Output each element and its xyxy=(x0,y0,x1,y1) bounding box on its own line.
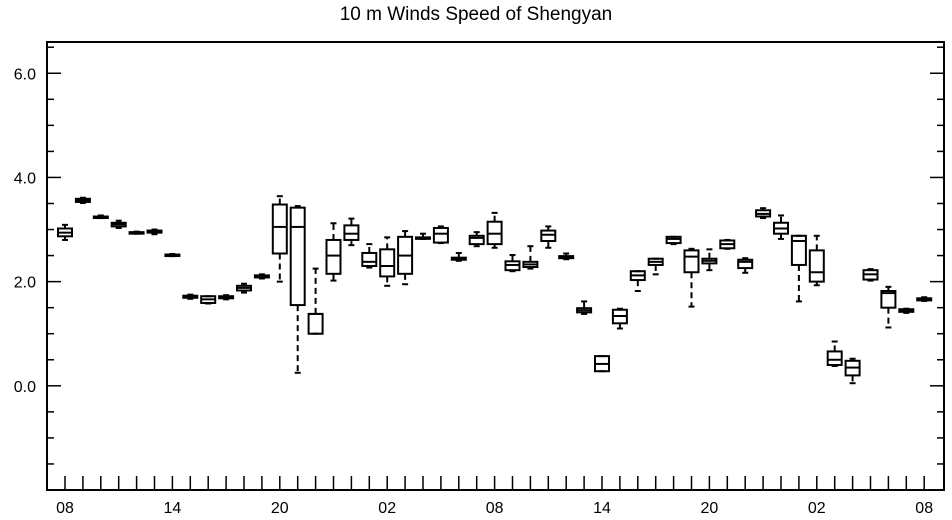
box-item xyxy=(737,257,754,274)
box-item xyxy=(683,247,700,308)
box-item xyxy=(253,273,270,280)
box-item xyxy=(271,195,288,283)
x-tick-label: 14 xyxy=(593,500,611,517)
x-tick-label: 08 xyxy=(486,500,504,517)
box-iqr xyxy=(361,251,378,268)
box-iqr xyxy=(468,234,485,246)
box-item xyxy=(379,236,396,287)
box-item xyxy=(808,234,825,287)
box-iqr xyxy=(540,229,557,242)
box-item xyxy=(343,217,360,247)
box-item xyxy=(755,207,772,220)
box-item xyxy=(522,245,539,270)
box-item xyxy=(862,268,879,282)
box-item xyxy=(540,225,557,249)
box-item xyxy=(182,293,199,300)
box-item xyxy=(57,223,73,241)
box-iqr xyxy=(307,312,324,335)
x-tick-label: 02 xyxy=(378,500,396,517)
box-item xyxy=(790,234,807,303)
box-iqr xyxy=(737,258,754,270)
box-item xyxy=(74,196,91,204)
box-item xyxy=(110,219,127,229)
x-tick-label: 20 xyxy=(701,500,719,517)
box-item xyxy=(486,211,503,249)
x-tick-label: 14 xyxy=(164,500,182,517)
box-iqr xyxy=(826,350,843,366)
x-tick-label: 08 xyxy=(56,500,74,517)
box-item xyxy=(773,214,789,240)
box-item xyxy=(504,254,521,273)
box-iqr xyxy=(325,238,342,275)
box-item xyxy=(558,252,575,261)
box-item xyxy=(468,231,485,248)
box-item xyxy=(629,270,646,293)
box-item xyxy=(701,248,718,272)
x-tick-label: 20 xyxy=(271,500,289,517)
box-item xyxy=(647,257,664,276)
y-tick-label: 4.0 xyxy=(14,170,36,187)
box-layer xyxy=(57,195,933,385)
box-iqr xyxy=(343,224,360,241)
y-tick-label: 2.0 xyxy=(14,275,36,292)
plot-frame xyxy=(46,41,945,491)
box-item xyxy=(665,235,682,246)
x-tick-label: 02 xyxy=(808,500,826,517)
box-item xyxy=(880,285,897,329)
box-item xyxy=(844,357,861,385)
box-item xyxy=(415,232,431,240)
box-item xyxy=(128,230,145,235)
box-item xyxy=(200,295,217,305)
box-iqr xyxy=(880,290,897,309)
box-item xyxy=(719,238,736,250)
box-iqr xyxy=(790,234,807,266)
box-item xyxy=(325,222,342,282)
chart-title: 10 m Winds Speed of Shengyan xyxy=(339,4,613,25)
box-item xyxy=(576,300,593,315)
box-item xyxy=(594,355,610,373)
box-iqr xyxy=(432,226,449,244)
y-tick-label: 6.0 xyxy=(14,66,36,83)
box-item xyxy=(289,205,306,374)
box-item xyxy=(92,214,109,220)
box-item xyxy=(397,230,414,286)
x-tick-label: 08 xyxy=(915,500,933,517)
box-item xyxy=(916,296,933,302)
box-item xyxy=(432,225,449,245)
box-item xyxy=(146,228,163,236)
box-item xyxy=(164,253,181,258)
box-item xyxy=(898,307,915,314)
box-item xyxy=(611,307,628,330)
box-iqr xyxy=(808,249,825,283)
box-item xyxy=(218,294,235,301)
box-iqr xyxy=(379,248,396,278)
box-item xyxy=(307,267,324,335)
axis-layer: 6.0 4.0 2.0 0.0 08 14 20 02 08 14 20 02 08 xyxy=(14,46,944,517)
box-item xyxy=(450,251,467,262)
box-item xyxy=(826,340,843,368)
box-iqr xyxy=(665,235,682,245)
box-iqr xyxy=(289,206,306,307)
box-item xyxy=(361,243,378,269)
box-iqr xyxy=(271,203,288,255)
y-tick-label: 0.0 xyxy=(14,379,36,396)
box-item xyxy=(236,282,252,294)
box-iqr xyxy=(683,249,700,274)
